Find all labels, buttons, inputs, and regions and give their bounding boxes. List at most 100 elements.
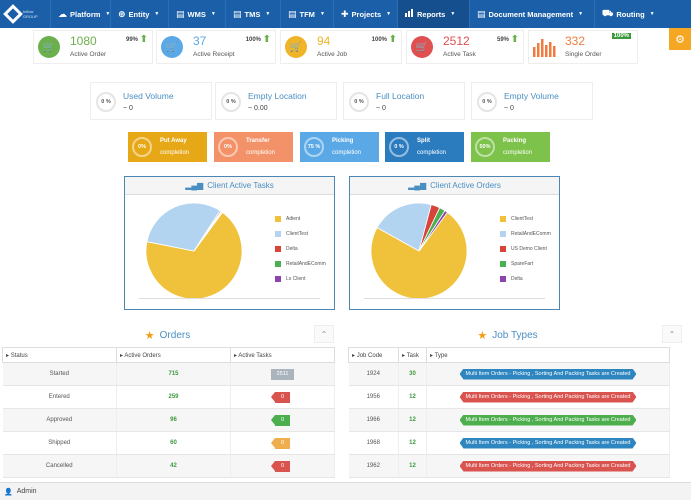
legend-item[interactable]: ClientTest bbox=[500, 211, 551, 226]
nav-tms[interactable]: ▤ TMS ▼ bbox=[225, 0, 280, 28]
table-row[interactable]: 1966 12 Multi Item Orders - Picking , Sort… bbox=[348, 408, 670, 432]
table-row[interactable]: Cancelled 42 0 bbox=[2, 454, 335, 478]
pie-slice[interactable] bbox=[193, 211, 224, 252]
job-type-badge[interactable]: Multi Item Orders - Picking , Sorting An… bbox=[460, 438, 637, 449]
task-card-picking[interactable]: 75 % Picking completion bbox=[300, 132, 379, 162]
stat-label: Active Receipt bbox=[193, 51, 235, 58]
legend-swatch bbox=[500, 230, 506, 237]
col-header-type[interactable]: ▸ Type bbox=[426, 347, 670, 363]
nav-label: Reports bbox=[417, 9, 446, 19]
table-row[interactable]: 1924 30 Multi Item Orders - Picking , Sort… bbox=[348, 362, 670, 386]
stat-card-active-task[interactable]: 🛒 2512 Active Task 59% ⬆ bbox=[406, 30, 524, 64]
stat-card-active-order[interactable]: 🛒 1080 Active Order 99% ⬆ bbox=[33, 30, 153, 64]
legend-item[interactable]: RetailAndEComm bbox=[500, 226, 551, 241]
task-cell: 12 bbox=[398, 408, 427, 432]
star-icon: ★ bbox=[144, 329, 155, 342]
nav-platform[interactable]: ☁ Platform ▼ bbox=[50, 0, 110, 28]
footer-user[interactable]: Admin bbox=[16, 488, 37, 495]
gear-icon[interactable]: ⚙ bbox=[669, 28, 691, 50]
caret-down-icon: ▼ bbox=[578, 11, 584, 17]
active-tasks-badge[interactable]: 0 bbox=[270, 437, 291, 449]
task-card-put-away[interactable]: 0% Put Away completion bbox=[128, 132, 207, 162]
volume-title: Empty Volume bbox=[504, 91, 559, 101]
table-row[interactable]: Started 715 2511 bbox=[2, 362, 335, 386]
legend-item[interactable]: US Demo Client bbox=[500, 241, 551, 256]
pie-slice[interactable] bbox=[145, 211, 243, 300]
chevron-up-icon[interactable]: ⌃ bbox=[662, 325, 682, 343]
job-type-badge[interactable]: Multi Item Orders - Picking , Sorting An… bbox=[460, 369, 637, 380]
nav-tfm[interactable]: ▤ TFM ▼ bbox=[280, 0, 333, 28]
active-tasks-badge[interactable]: 0 bbox=[270, 460, 291, 472]
legend-label: ClientTest bbox=[511, 215, 533, 222]
document-icon: ▤ bbox=[233, 8, 242, 19]
active-orders-cell: 96 bbox=[116, 408, 231, 432]
active-tasks-badge[interactable]: 2511 bbox=[270, 368, 295, 380]
legend-item[interactable]: Delta bbox=[500, 271, 551, 286]
col-header-task[interactable]: ▸ Task bbox=[398, 347, 427, 363]
job-type-badge[interactable]: Multi Item Orders - Picking , Sorting An… bbox=[460, 461, 637, 472]
pie-slice[interactable] bbox=[376, 202, 432, 252]
nav-reports[interactable]: Reports ▼ bbox=[397, 0, 469, 28]
caret-down-icon: ▼ bbox=[386, 11, 392, 17]
client-active-orders-panel: ▂▄▆ Client Active Orders ClientTest Retai… bbox=[349, 176, 560, 310]
caret-down-icon: ▼ bbox=[265, 11, 271, 17]
col-header-active-tasks[interactable]: ▸ Active Tasks bbox=[230, 347, 335, 363]
job-type-badge[interactable]: Multi Item Orders - Picking , Sorting An… bbox=[460, 415, 637, 426]
cart-icon: 🛒 bbox=[411, 36, 433, 58]
legend-label: Delta bbox=[286, 245, 298, 252]
caret-down-icon: ▼ bbox=[154, 11, 160, 17]
col-header-job-code[interactable]: ▸ Job Code bbox=[348, 347, 399, 363]
stat-label: Active Order bbox=[70, 51, 107, 58]
table-row[interactable]: 1956 12 Multi Item Orders - Picking , Sort… bbox=[348, 385, 670, 409]
stat-card-active-receipt[interactable]: 🛒 37 Active Receipt 100% ⬆ bbox=[156, 30, 276, 64]
nav-entity[interactable]: ⊕ Entity ▼ bbox=[110, 0, 168, 28]
legend-item[interactable]: Adient bbox=[275, 211, 326, 226]
legend-item[interactable]: Delta bbox=[275, 241, 326, 256]
table-row[interactable]: Approved 96 0 bbox=[2, 408, 335, 432]
caret-down-icon: ▼ bbox=[210, 11, 216, 17]
stat-card-active-job[interactable]: 🛒 94 Active Job 100% ⬆ bbox=[280, 30, 402, 64]
stat-label: Active Job bbox=[317, 51, 347, 58]
volume-card-empty-location: 0 % Empty Location ~ 0.00 bbox=[215, 82, 337, 120]
legend-swatch bbox=[500, 275, 506, 282]
brand-logo[interactable]: Inflow GROUP bbox=[0, 0, 50, 28]
job-code-cell: 1968 bbox=[348, 431, 399, 455]
table-row[interactable]: Shipped 60 0 bbox=[2, 431, 335, 455]
task-card-packing[interactable]: 50% Packing completion bbox=[471, 132, 550, 162]
table-row[interactable]: 1968 12 Multi Item Orders - Picking , Sort… bbox=[348, 431, 670, 455]
status-cell: Shipped bbox=[2, 431, 117, 455]
pie-slice[interactable] bbox=[370, 211, 468, 300]
job-type-badge[interactable]: Multi Item Orders - Picking , Sorting An… bbox=[460, 392, 637, 403]
legend-swatch bbox=[500, 260, 506, 267]
legend-swatch bbox=[500, 245, 506, 252]
nav-document-management[interactable]: ▤ Document Management ▼ bbox=[469, 0, 594, 28]
bar-chart-icon bbox=[533, 39, 556, 57]
orders-title: Orders bbox=[159, 329, 191, 341]
task-subtitle: completion bbox=[417, 150, 447, 156]
tasks-legend: Adient ClientTest Delta RetailAndEComm Ls Cl… bbox=[275, 211, 326, 286]
active-tasks-badge[interactable]: 0 bbox=[270, 414, 291, 426]
nav-wms[interactable]: ▤ WMS ▼ bbox=[168, 0, 225, 28]
stat-card-single-order[interactable]: 332 Single Order 100% bbox=[528, 30, 638, 64]
nav-label: WMS bbox=[187, 9, 206, 19]
nav-projects[interactable]: ✚ Projects ▼ bbox=[333, 0, 397, 28]
task-card-transfer[interactable]: 0% Transfer completion bbox=[214, 132, 293, 162]
pie-slice[interactable] bbox=[418, 210, 449, 252]
legend-item[interactable]: RetailAndEComm bbox=[275, 256, 326, 271]
col-header-active-orders[interactable]: ▸ Active Orders bbox=[116, 347, 231, 363]
table-row[interactable]: Entered 259 0 bbox=[2, 385, 335, 409]
chevron-up-icon[interactable]: ⌃ bbox=[314, 325, 334, 343]
table-row[interactable]: 1962 12 Multi Item Orders - Picking , Sort… bbox=[348, 454, 670, 478]
status-cell: Approved bbox=[2, 408, 117, 432]
task-card-split[interactable]: 0 % Split completion bbox=[385, 132, 464, 162]
legend-swatch bbox=[500, 215, 506, 222]
legend-item[interactable]: SpareFart bbox=[500, 256, 551, 271]
active-tasks-badge[interactable]: 0 bbox=[270, 391, 291, 403]
nav-label: TFM bbox=[299, 9, 315, 19]
globe-icon: ⊕ bbox=[118, 8, 126, 19]
legend-item[interactable]: ClientTest bbox=[275, 226, 326, 241]
cloud-icon: ☁ bbox=[58, 8, 67, 19]
nav-routing[interactable]: ⛟ Routing ▼ bbox=[594, 0, 655, 28]
col-header-status[interactable]: ▸ Status bbox=[2, 347, 117, 363]
legend-item[interactable]: Ls Client bbox=[275, 271, 326, 286]
